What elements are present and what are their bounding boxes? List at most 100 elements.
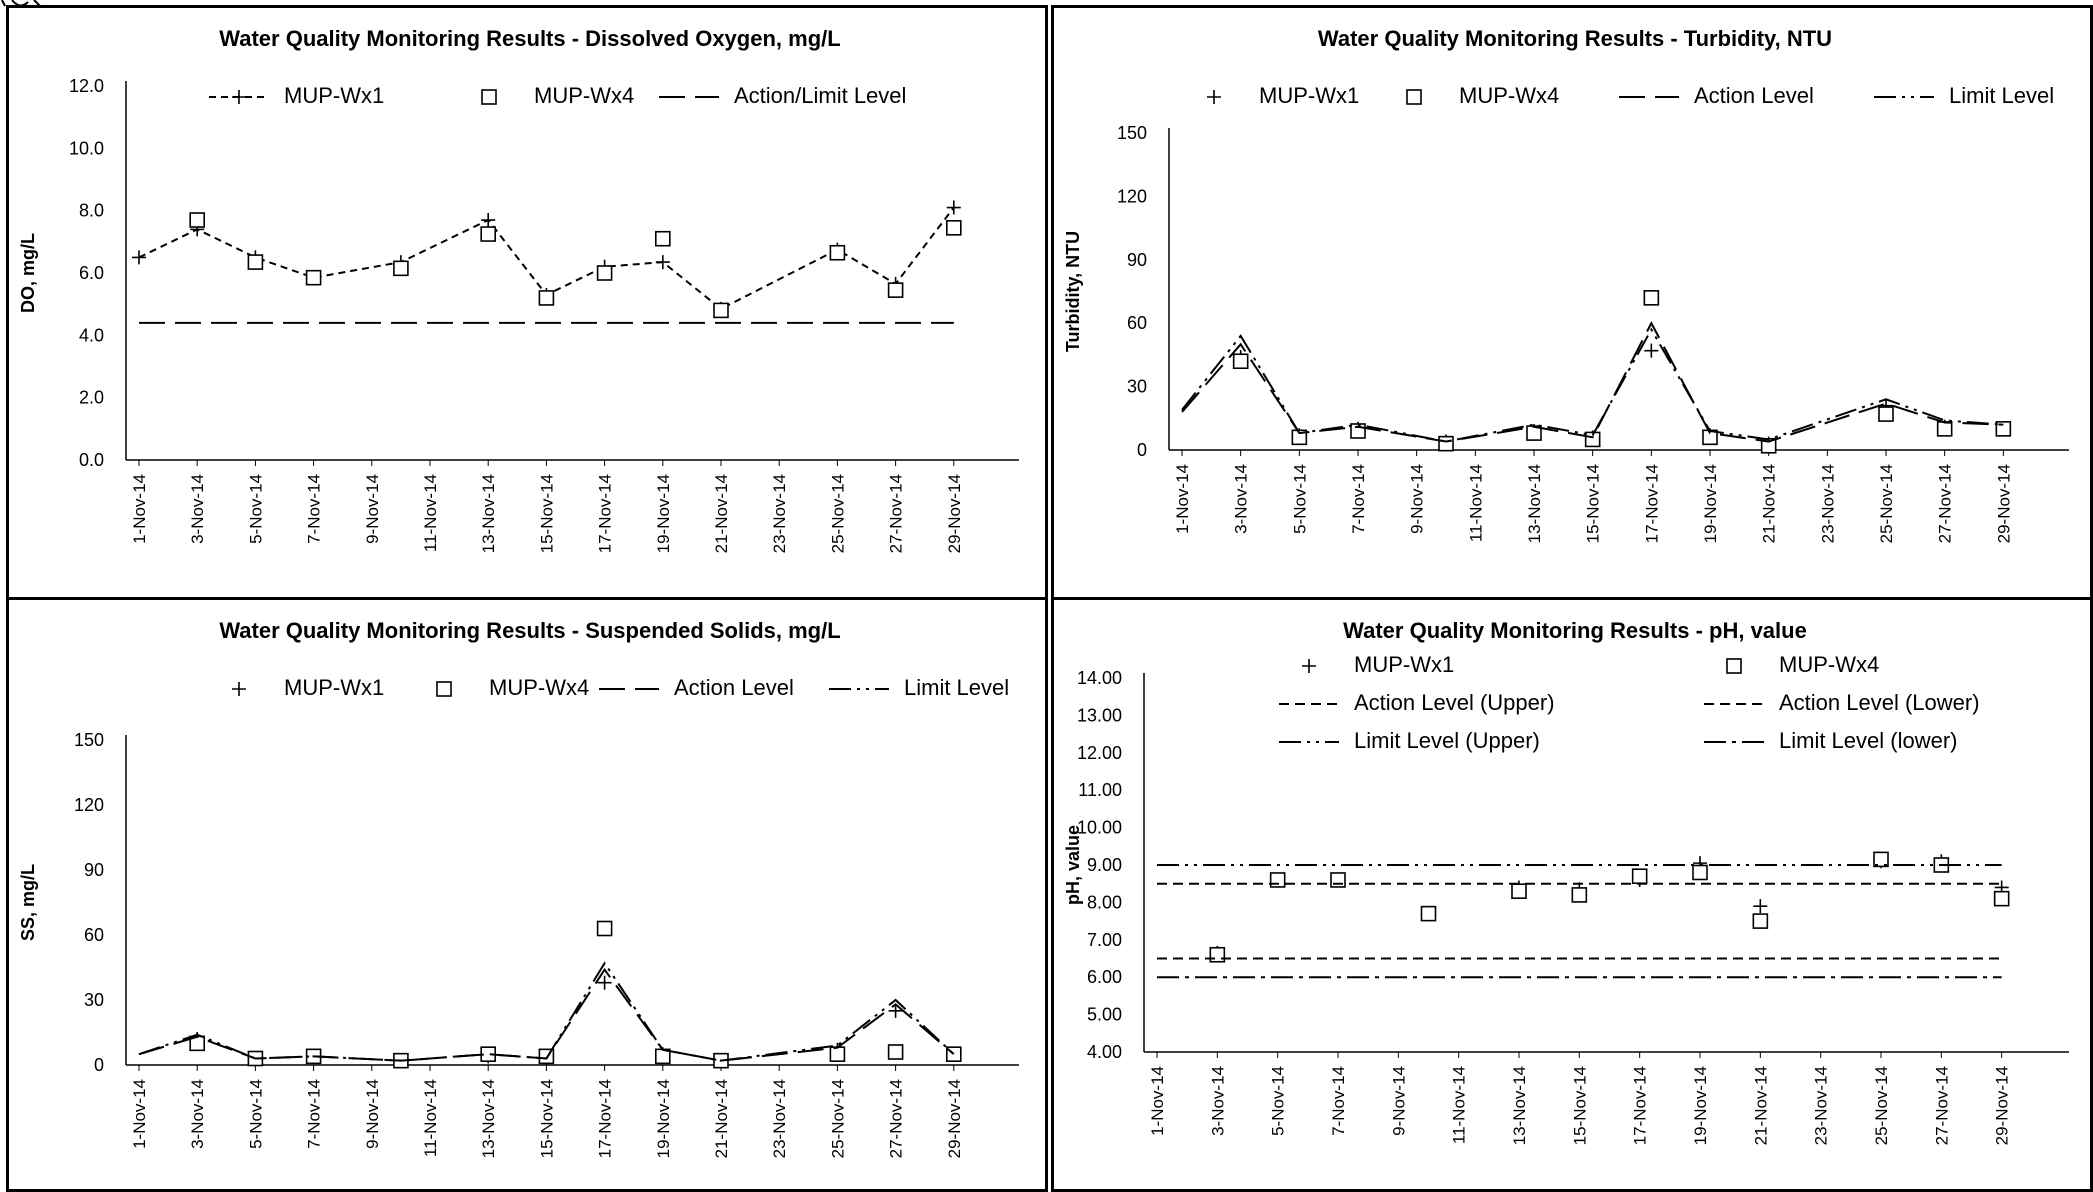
data-point [1753,899,1768,914]
data-point [481,213,496,228]
x-tick-label: 29-Nov-14 [945,474,964,553]
x-tick-label: 13-Nov-14 [479,474,498,553]
legend-label: Action/Limit Level [734,83,906,108]
chart-title: Water Quality Monitoring Results - Turbi… [1318,26,1832,51]
legend-label: MUP-Wx1 [284,83,384,108]
data-point [1993,890,2010,907]
x-tick-label: 3-Nov-14 [1208,1066,1227,1136]
data-point [1420,905,1437,922]
legend-label: Action Level [674,675,794,700]
legend-label: Action Level (Upper) [1354,690,1555,715]
x-tick-label: 11-Nov-14 [1450,1066,1469,1144]
y-tick-label: 12.0 [69,76,104,96]
legend-entry: MUP-Wx4 [1406,83,1559,108]
x-tick-label: 3-Nov-14 [188,1079,207,1149]
legend-label: MUP-Wx4 [1779,652,1879,677]
x-tick-label: 25-Nov-14 [828,1079,847,1158]
series-mup-wx1 [1233,343,2011,451]
chart-panel-turbidity: Water Quality Monitoring Results - Turbi… [1051,5,2093,600]
data-point [1873,851,1889,868]
series-mup-wx4 [189,212,962,319]
legend-label: MUP-Wx4 [1459,83,1559,108]
x-tick-label: 15-Nov-14 [1570,1066,1589,1145]
x-tick-label: 11-Nov-14 [1466,464,1485,542]
x-tick-label: 9-Nov-14 [363,1079,382,1149]
data-point [480,226,497,242]
y-tick-label: 7.00 [1087,930,1122,950]
x-tick-label: 27-Nov-14 [1936,464,1955,543]
legend-entry: MUP-Wx4 [481,83,634,108]
x-tick-label: 13-Nov-14 [1525,464,1544,543]
y-tick-label: 6.0 [79,263,104,283]
y-tick-label: 14.00 [1077,668,1122,688]
legend-label: Limit Level (lower) [1779,728,1958,753]
legend-entry: Limit Level (Upper) [1279,728,1540,753]
x-tick-label: 1-Nov-14 [130,474,149,544]
chart-ph: Water Quality Monitoring Results - pH, v… [1063,618,2069,1145]
x-tick-label: 19-Nov-14 [654,1079,673,1158]
x-tick-label: 27-Nov-14 [1932,1066,1951,1145]
series-line [1181,327,2004,443]
data-point [888,1003,903,1018]
series-mup-wx1 [1210,854,2009,960]
legend-marker [1726,658,1742,674]
x-tick-label: 9-Nov-14 [363,474,382,544]
legend-entry: MUP-Wx1 [209,83,384,108]
series-line [1181,321,2004,443]
data-point [1571,887,1588,903]
y-axis-label: Turbidity, NTU [1063,231,1083,352]
x-tick-label: 15-Nov-14 [537,1079,556,1158]
x-tick-label: 1-Nov-14 [1148,1066,1167,1136]
x-tick-label: 21-Nov-14 [712,1079,731,1158]
legend-label: MUP-Wx1 [1354,652,1454,677]
legend-entry: Limit Level (lower) [1704,728,1958,753]
legend-entry: Action Level (Lower) [1704,690,1980,715]
chart-panel-suspended-solids: Water Quality Monitoring Results - Suspe… [6,597,1048,1192]
legend-entry: Limit Level [829,675,1009,700]
x-tick-label: 29-Nov-14 [1993,1066,2012,1145]
series-limit-level [1181,327,2004,443]
data-point [596,920,613,937]
data-point [1269,872,1286,888]
y-tick-label: 0.0 [79,450,104,470]
legend-entry: Action Level [1619,83,1814,108]
data-point [946,200,961,215]
data-point [1330,872,1346,888]
legend-label: Limit Level [1949,83,2054,108]
y-tick-label: 60 [1127,313,1147,333]
legend-label: Action Level (Lower) [1779,690,1980,715]
y-tick-label: 6.00 [1087,967,1122,987]
series-mup-wx4 [1232,290,2012,454]
x-tick-label: 9-Nov-14 [1408,464,1427,534]
legend-entry: MUP-Wx1 [1207,83,1359,108]
y-tick-label: 150 [74,730,104,750]
x-tick-label: 27-Nov-14 [887,1079,906,1158]
x-tick-label: 13-Nov-14 [479,1079,498,1158]
x-tick-label: 3-Nov-14 [1232,464,1251,534]
chart-dissolved-oxygen: Water Quality Monitoring Results - Disso… [18,26,1019,553]
data-point [247,254,264,270]
legend-label: MUP-Wx4 [489,675,589,700]
y-tick-label: 10.0 [69,138,104,158]
y-tick-label: 4.0 [79,325,104,345]
y-tick-label: 11.00 [1078,780,1122,800]
data-point [655,255,670,270]
x-tick-label: 21-Nov-14 [712,474,731,553]
x-tick-label: 7-Nov-14 [305,1079,324,1149]
legend-label: Action Level [1694,83,1814,108]
x-tick-label: 9-Nov-14 [1389,1066,1408,1136]
x-tick-label: 25-Nov-14 [1872,1066,1891,1145]
data-point [1511,883,1527,899]
x-tick-label: 21-Nov-14 [1760,464,1779,543]
legend-marker [436,681,452,697]
legend-entry: Action Level [599,675,794,700]
x-tick-label: 19-Nov-14 [1701,464,1720,543]
series-line [138,961,955,1062]
x-tick-label: 27-Nov-14 [887,474,906,553]
y-tick-label: 90 [1127,250,1147,270]
x-tick-label: 15-Nov-14 [1584,464,1603,543]
x-tick-label: 19-Nov-14 [1691,1066,1710,1145]
data-point [945,220,962,236]
data-point [1692,864,1708,881]
y-tick-label: 0 [94,1055,104,1075]
